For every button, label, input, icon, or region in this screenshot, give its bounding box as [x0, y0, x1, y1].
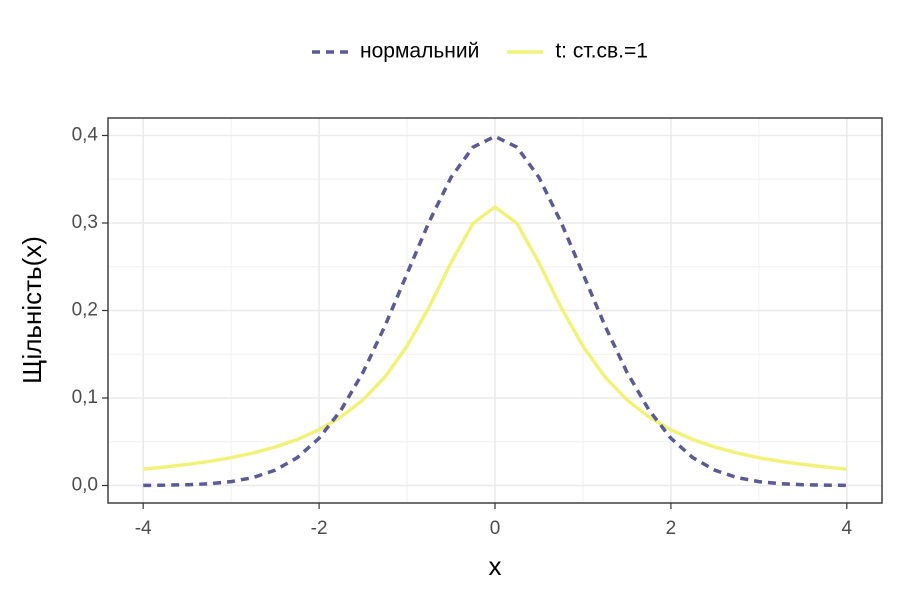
y-tick-label: 0,0: [72, 475, 98, 496]
x-axis-title: x: [489, 551, 502, 581]
x-tick-label: 2: [666, 518, 677, 539]
y-tick-label: 0,4: [72, 125, 99, 146]
legend-label: t: ст.св.=1: [555, 40, 648, 63]
x-tick-label: 0: [490, 518, 501, 539]
y-tick-label: 0,1: [72, 387, 98, 408]
x-tick-label: -2: [311, 518, 328, 539]
y-tick-label: 0,2: [72, 300, 98, 321]
legend-label: нормальний: [360, 40, 479, 63]
line: [143, 205, 847, 471]
panel-border: [107, 117, 883, 504]
x-tick-label: 4: [842, 518, 853, 539]
y-tick-label: 0,3: [72, 212, 98, 233]
line: [143, 134, 847, 488]
y-axis-title: Щільність(x): [17, 236, 47, 384]
x-tick-label: -4: [135, 518, 152, 539]
